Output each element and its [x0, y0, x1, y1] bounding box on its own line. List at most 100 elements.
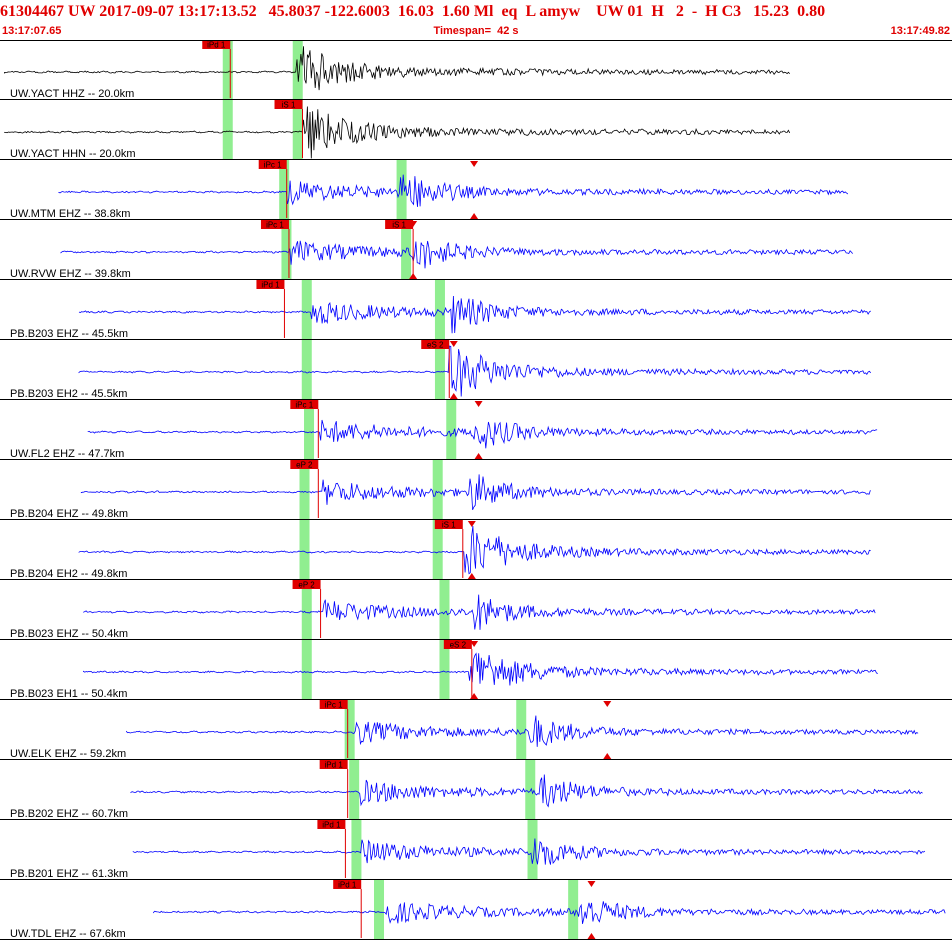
trace-row[interactable]: iPd 1 PB.B201 EHZ -- 61.3km	[0, 820, 952, 880]
waveform	[130, 774, 923, 808]
pick-flag[interactable]	[319, 700, 348, 709]
p-window-marker	[351, 820, 362, 880]
trace-row[interactable]: iPc 1 UW.ELK EHZ -- 59.2km	[0, 700, 952, 760]
trace-row[interactable]: iPd 1 PB.B202 EHZ -- 60.7km	[0, 760, 952, 820]
pick-flag[interactable]	[274, 100, 303, 109]
trace-label: PB.B203 EH2 -- 45.5km	[10, 388, 127, 400]
start-time-label: 13:17:07.65	[2, 25, 62, 37]
pick-label: iPd 1	[322, 821, 341, 830]
s-window-marker	[432, 520, 443, 580]
amp-marker-bottom	[603, 753, 612, 759]
header-bar: 61304467 UW 2017-09-07 13:17:13.52 45.80…	[0, 0, 952, 40]
pick-label: iPc 1	[264, 161, 282, 170]
trace-label: UW.TDL EHZ -- 67.6km	[10, 928, 126, 940]
waveform	[78, 525, 871, 575]
p-window-marker	[299, 520, 310, 580]
waveform	[4, 46, 791, 91]
pick-label: iS 1	[392, 221, 406, 230]
pick-label: iPc 1	[325, 701, 343, 710]
pick-label: eS 2	[450, 641, 467, 650]
amp-marker-bottom	[474, 453, 483, 459]
p-window-marker	[222, 40, 233, 100]
waveform	[78, 295, 871, 334]
trace-label: PB.B204 EHZ -- 49.8km	[10, 508, 128, 520]
s-window-marker	[527, 820, 538, 880]
pick-flag[interactable]	[443, 640, 472, 649]
waveform	[153, 901, 946, 924]
seismogram-panel[interactable]: iPd 1 UW.YACT HHZ -- 20.0km iS 1 UW.YACT HH…	[0, 40, 952, 940]
pick-flag[interactable]	[256, 280, 285, 289]
p-window-marker	[344, 700, 355, 760]
trace-row[interactable]: iS 1 PB.B204 EH2 -- 49.8km	[0, 520, 952, 580]
pick-flag[interactable]	[290, 460, 319, 469]
p-window-marker	[301, 580, 312, 640]
s-window-marker	[439, 640, 450, 700]
waveform	[83, 652, 878, 686]
waveform	[126, 715, 919, 747]
trace-label: PB.B201 EHZ -- 61.3km	[10, 868, 128, 880]
amp-marker-top	[587, 881, 596, 887]
pick-flag[interactable]	[319, 760, 348, 769]
trace-label: PB.B203 EHZ -- 45.5km	[10, 328, 128, 340]
pick-flag[interactable]	[317, 820, 346, 829]
pick-flag[interactable]	[421, 340, 450, 349]
amp-marker-top	[603, 701, 612, 707]
p-window-marker	[301, 280, 312, 340]
pick-label: eP 2	[296, 461, 313, 470]
trace-row[interactable]: iPc 1 iS 1 UW.RVW EHZ -- 39.8km	[0, 220, 952, 280]
trace-label: UW.YACT HHZ -- 20.0km	[10, 88, 134, 100]
p-window-marker	[279, 160, 290, 220]
pick-flag[interactable]	[258, 160, 287, 169]
trace-label: UW.ELK EHZ -- 59.2km	[10, 748, 126, 760]
pick-label: iPd 1	[338, 881, 357, 890]
pick-label: iS 1	[282, 101, 296, 110]
s-window-marker	[434, 280, 445, 340]
pick-label: eS 2	[427, 341, 444, 350]
amp-marker-top	[467, 521, 476, 527]
pick-flag[interactable]	[260, 220, 289, 229]
trace-label: PB.B023 EH1 -- 50.4km	[10, 688, 127, 700]
trace-label: PB.B204 EH2 -- 49.8km	[10, 568, 127, 580]
pick-label: iPc 1	[295, 401, 313, 410]
pick-label: iPd 1	[207, 41, 226, 50]
p-window-marker	[304, 400, 315, 460]
pick-flag[interactable]	[202, 40, 231, 49]
p-window-marker	[374, 880, 385, 940]
amp-marker-bottom	[409, 273, 418, 279]
p-window-marker	[301, 640, 312, 700]
trace-row[interactable]: iPd 1 UW.TDL EHZ -- 67.6km	[0, 880, 952, 940]
timespan-label: Timespan= 42 s	[433, 25, 519, 37]
s-window-marker	[568, 880, 579, 940]
trace-row[interactable]: iS 1 UW.YACT HHN -- 20.0km	[0, 100, 952, 160]
trace-row[interactable]: eP 2 PB.B204 EHZ -- 49.8km	[0, 460, 952, 520]
trace-row[interactable]: eS 2 PB.B203 EH2 -- 45.5km	[0, 340, 952, 400]
amp-marker-bottom	[467, 573, 476, 579]
pick-flag[interactable]	[292, 580, 321, 589]
waveform	[87, 419, 878, 449]
trace-label: UW.MTM EHZ -- 38.8km	[10, 208, 130, 220]
amp-marker-top	[470, 641, 479, 647]
pick-flag[interactable]	[290, 400, 319, 409]
pick-flag[interactable]	[333, 880, 362, 889]
s-window-marker	[446, 400, 457, 460]
trace-row[interactable]: iPd 1 UW.YACT HHZ -- 20.0km	[0, 40, 952, 100]
trace-row[interactable]: eS 2 PB.B023 EH1 -- 50.4km	[0, 640, 952, 700]
pick-label: iPd 1	[261, 281, 280, 290]
pick-flag[interactable]	[434, 520, 463, 529]
trace-row[interactable]: iPc 1 UW.FL2 EHZ -- 47.7km	[0, 400, 952, 460]
amp-marker-bottom	[587, 933, 596, 939]
pick-label: eP 2	[298, 581, 315, 590]
p-window-marker	[301, 340, 312, 400]
amp-marker-top	[449, 341, 458, 347]
amp-marker-top	[470, 161, 479, 167]
amp-marker-bottom	[449, 393, 458, 399]
waveform	[83, 594, 876, 630]
amp-marker-top	[474, 401, 483, 407]
pick-flag[interactable]	[385, 220, 414, 229]
s-window-marker	[434, 340, 445, 400]
waveform	[132, 838, 926, 865]
trace-row[interactable]: iPd 1 PB.B203 EHZ -- 45.5km	[0, 280, 952, 340]
trace-row[interactable]: iPc 1 UW.MTM EHZ -- 38.8km	[0, 160, 952, 220]
trace-row[interactable]: eP 2 PB.B023 EHZ -- 50.4km	[0, 580, 952, 640]
s-window-marker	[516, 700, 527, 760]
